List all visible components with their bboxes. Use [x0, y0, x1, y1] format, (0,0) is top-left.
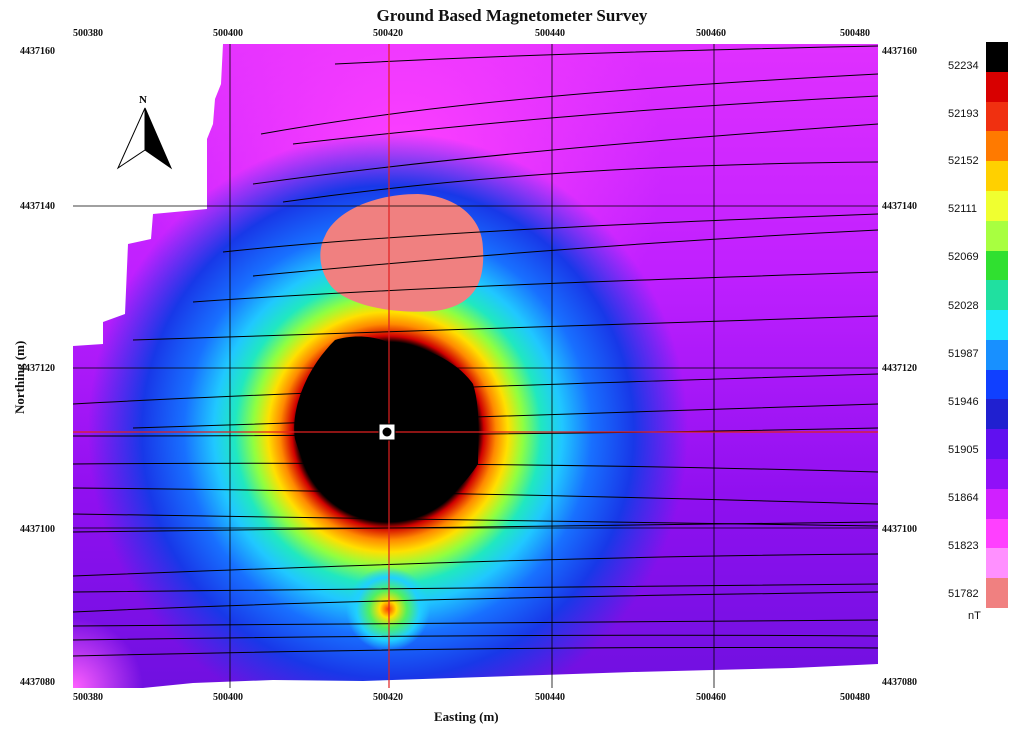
- legend-label-51987: 51987: [948, 348, 979, 360]
- bottom-tick-500400: 500400: [213, 692, 243, 703]
- legend-label-51864: 51864: [948, 492, 979, 504]
- legend-label-52234: 52234: [948, 60, 979, 72]
- legend-label-51946: 51946: [948, 396, 979, 408]
- north-arrow-icon: [116, 107, 173, 170]
- right-tick-4437100: 4437100: [882, 524, 917, 535]
- center-marker-dot: [382, 427, 392, 437]
- bottom-tick-500480: 500480: [840, 692, 870, 703]
- right-tick-4437160: 4437160: [882, 46, 917, 57]
- legend-swatch: [986, 339, 1008, 371]
- color-legend-bar: [986, 42, 1008, 609]
- legend-swatch: [986, 310, 1008, 341]
- salmon-low-patch: [320, 194, 484, 312]
- bottom-tick-500380: 500380: [73, 692, 103, 703]
- legend-swatch: [986, 71, 1008, 103]
- y-axis-label: Northing (m): [12, 340, 27, 414]
- bottom-tick-500440: 500440: [535, 692, 565, 703]
- legend-label-51905: 51905: [948, 444, 979, 456]
- legend-swatch: [986, 42, 1008, 73]
- legend-swatch: [986, 488, 1008, 520]
- legend-swatch: [986, 161, 1008, 192]
- pink-corner: [73, 44, 878, 688]
- legend-swatch: [986, 101, 1008, 132]
- top-tick-500400: 500400: [213, 28, 243, 39]
- grid-lines: [73, 44, 878, 688]
- top-tick-500440: 500440: [535, 28, 565, 39]
- legend-swatch: [986, 459, 1008, 490]
- legend-label-52069: 52069: [948, 251, 979, 263]
- bottom-tick-500460: 500460: [696, 692, 726, 703]
- left-tick-4437100: 4437100: [20, 524, 55, 535]
- legend-label-51823: 51823: [948, 540, 979, 552]
- x-axis-label: Easting (m): [434, 709, 499, 724]
- map-title: Ground Based Magnetometer Survey: [376, 6, 648, 25]
- legend-label-51782: 51782: [948, 588, 979, 600]
- right-tick-4437080: 4437080: [882, 677, 917, 688]
- unsurveyed-area: [73, 44, 223, 346]
- bottom-tick-500420: 500420: [373, 692, 403, 703]
- legend-swatch: [986, 518, 1008, 549]
- legend-label-52152: 52152: [948, 155, 979, 167]
- legend-unit: nT: [968, 610, 981, 622]
- top-tick-500380: 500380: [73, 28, 103, 39]
- legend-swatch: [986, 399, 1008, 430]
- left-tick-4437080: 4437080: [20, 677, 55, 688]
- top-tick-500460: 500460: [696, 28, 726, 39]
- right-tick-4437140: 4437140: [882, 201, 917, 212]
- left-tick-4437160: 4437160: [20, 46, 55, 57]
- legend-label-52111: 52111: [948, 203, 977, 215]
- legend-swatch: [986, 220, 1008, 252]
- survey-lines: [73, 45, 878, 657]
- magnetic-map-svg: N: [73, 44, 878, 688]
- legend-swatch: [986, 280, 1008, 311]
- top-tick-500420: 500420: [373, 28, 403, 39]
- legend-swatch: [986, 190, 1008, 222]
- legend-swatch: [986, 578, 1008, 609]
- legend-swatch: [986, 429, 1008, 460]
- legend-label-52193: 52193: [948, 108, 979, 120]
- legend-swatch: [986, 369, 1008, 400]
- legend-swatch: [986, 548, 1008, 579]
- legend-swatch: [986, 131, 1008, 162]
- legend-swatch: [986, 250, 1008, 281]
- secondary-anomaly: [328, 559, 448, 669]
- right-tick-4437120: 4437120: [882, 363, 917, 374]
- top-tick-500480: 500480: [840, 28, 870, 39]
- crosshair: [73, 44, 878, 688]
- legend-label-52028: 52028: [948, 300, 979, 312]
- left-tick-4437140: 4437140: [20, 201, 55, 212]
- magnetic-map: N: [73, 44, 878, 688]
- north-arrow-label: N: [139, 94, 147, 106]
- left-tick-4437120: 4437120: [20, 363, 55, 374]
- bottom-edge: [143, 664, 878, 688]
